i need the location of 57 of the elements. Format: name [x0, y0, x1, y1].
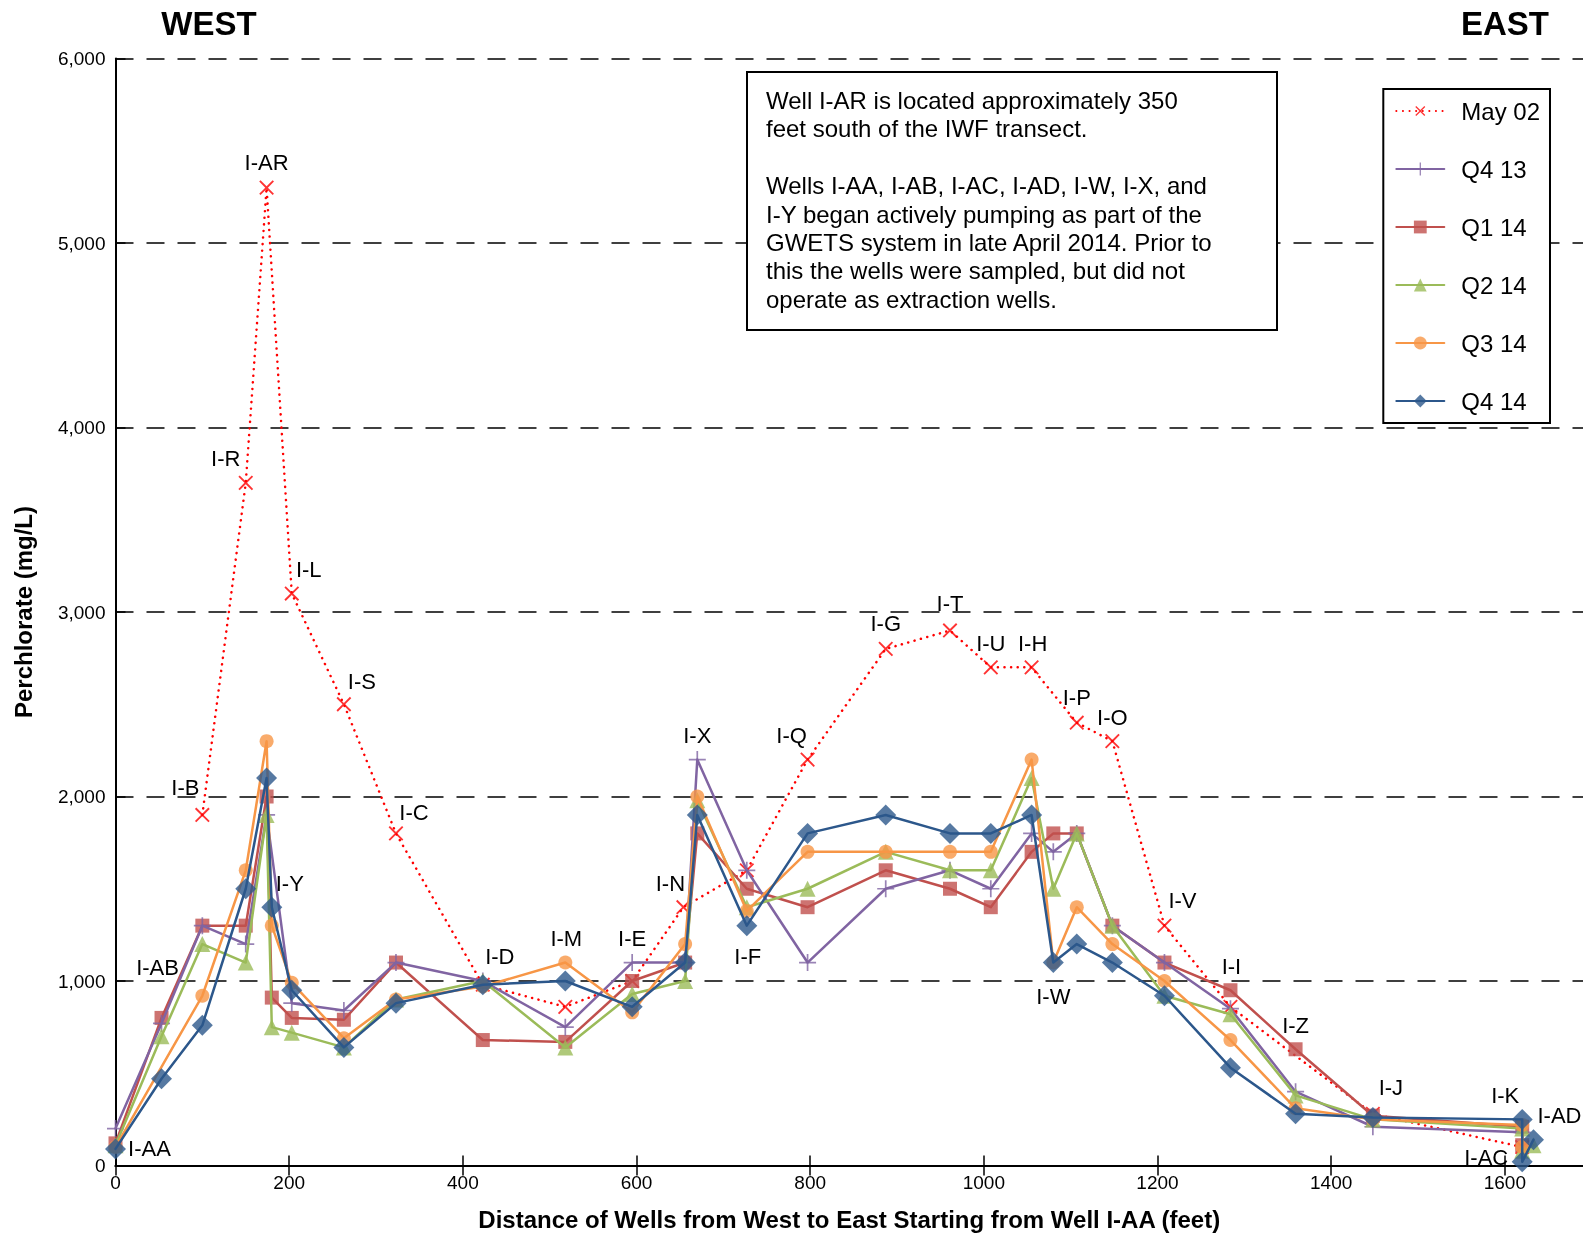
note-box: Well I-AR is located approximately 350 feet south of the IWF transect. Wells I-AA, I-AB, I-AC, I-AD, I-W, I-X, and I-Y began actively pumping as part of the GWETS system in late April 2014. Prior to this the wells were sampled, but did not operate as extraction wells.	[746, 71, 1278, 331]
x-tick-label: 1400	[1310, 1171, 1353, 1193]
annotation: I-E	[618, 926, 647, 952]
x-tick-label: 0	[110, 1171, 121, 1193]
annotation: I-U	[976, 630, 1006, 656]
annotation: I-I	[1221, 953, 1242, 979]
x-tick-label: 200	[273, 1171, 306, 1193]
annotation: I-X	[683, 723, 712, 749]
annotation: I-W	[1036, 984, 1071, 1010]
annotation: I-AB	[136, 955, 179, 981]
y-tick-label: 6,000	[57, 48, 106, 69]
legend-label: Q1 14	[1461, 213, 1527, 241]
annotation: I-S	[347, 668, 376, 694]
annotation: I-AD	[1537, 1103, 1582, 1129]
x-tick-label: 1600	[1483, 1171, 1526, 1193]
annotation: I-Z	[1282, 1012, 1310, 1038]
legend-label: Q4 14	[1461, 387, 1527, 415]
annotation: I-AC	[1464, 1145, 1509, 1171]
annotation: I-R	[211, 446, 241, 472]
y-tick-label: 1,000	[57, 970, 106, 992]
x-axis-title: Distance of Wells from West to East Starting from Well I-AA (feet)	[478, 1206, 1221, 1233]
annotation: I-AR	[244, 150, 289, 176]
annotation: I-M	[550, 926, 583, 952]
x-tick-label: 400	[446, 1171, 479, 1193]
annotation: I-P	[1062, 685, 1091, 711]
annotation: I-L	[295, 557, 322, 583]
annotation: I-C	[399, 799, 429, 825]
annotation: I-N	[655, 870, 686, 896]
annotation: I-F	[734, 944, 762, 970]
annotation: I-B	[171, 775, 200, 801]
annotation: I-Y	[275, 870, 305, 896]
legend-label: Q4 13	[1461, 155, 1527, 183]
text: EAST	[1460, 4, 1550, 42]
legend-label: May 02	[1461, 97, 1540, 125]
y-tick-label: 3,000	[57, 601, 106, 623]
annotation: I-Q	[776, 723, 807, 749]
annotation: I-K	[1491, 1082, 1520, 1108]
annotation: I-D	[485, 944, 515, 970]
x-tick-label: 600	[620, 1171, 653, 1193]
y-tick-label: 4,000	[57, 417, 106, 438]
annotation: I-J	[1378, 1075, 1404, 1101]
annotation: I-H	[1017, 630, 1048, 656]
legend-label: Q2 14	[1461, 271, 1527, 299]
annotation: I-O	[1097, 704, 1128, 730]
x-tick-label: 800	[794, 1171, 827, 1193]
y-axis-title: Perchlorate (mg/L)	[10, 505, 37, 719]
y-tick-label: 5,000	[57, 232, 106, 254]
annotation: I-G	[870, 611, 901, 637]
annotation: I-V	[1168, 888, 1197, 914]
legend-label: Q3 14	[1461, 329, 1527, 357]
annotation: I-AA	[128, 1136, 172, 1162]
y-tick-label: 2,000	[57, 786, 106, 807]
x-tick-label: 1200	[1136, 1171, 1179, 1193]
x-tick-label: 1000	[962, 1171, 1005, 1193]
text: WEST	[161, 4, 257, 42]
y-tick-label: 0	[94, 1155, 106, 1176]
annotation: I-T	[936, 590, 964, 616]
